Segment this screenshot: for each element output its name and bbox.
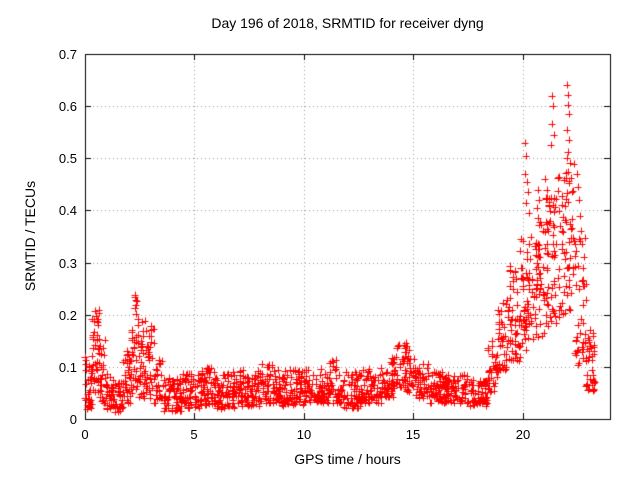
y-tick-label: 0.7 bbox=[58, 47, 77, 62]
y-tick-label: 0.5 bbox=[58, 151, 77, 166]
y-tick-label: 0.1 bbox=[58, 360, 77, 375]
y-tick-label: 0 bbox=[69, 412, 77, 427]
chart-title: Day 196 of 2018, SRMTID for receiver dyn… bbox=[211, 15, 484, 31]
x-axis-label: GPS time / hours bbox=[294, 451, 401, 467]
y-tick-label: 0.3 bbox=[58, 256, 77, 271]
x-tick-label: 20 bbox=[515, 427, 531, 442]
y-tick-label: 0.4 bbox=[58, 203, 77, 218]
x-tick-label: 5 bbox=[190, 427, 198, 442]
y-tick-label: 0.2 bbox=[58, 308, 77, 323]
x-tick-label: 0 bbox=[81, 427, 89, 442]
y-axis-label: SRMTID / TECUs bbox=[22, 180, 38, 292]
y-tick-label: 0.6 bbox=[58, 99, 77, 114]
x-tick-label: 10 bbox=[296, 427, 312, 442]
x-tick-label: 15 bbox=[405, 427, 421, 442]
